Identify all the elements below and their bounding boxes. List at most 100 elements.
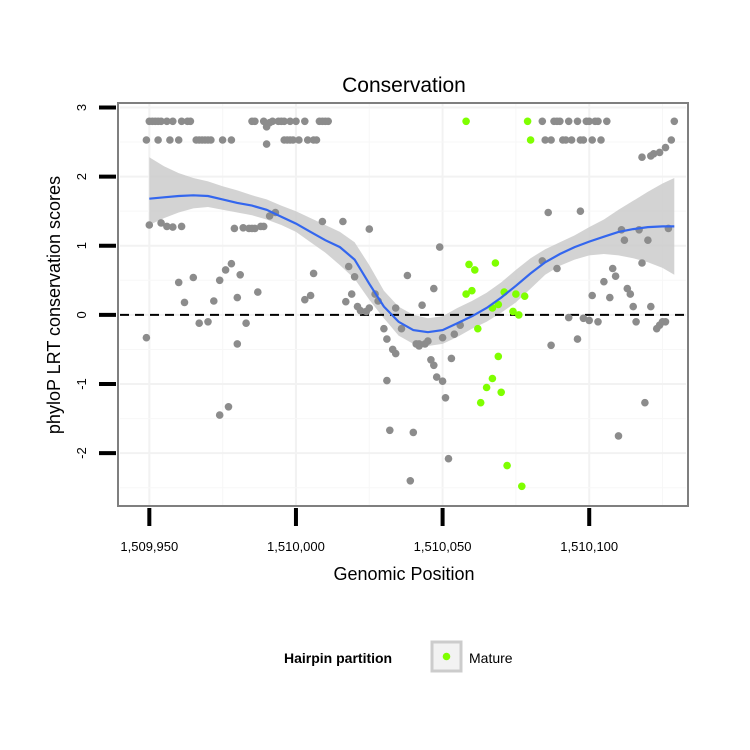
other-point xyxy=(585,117,593,126)
other-point xyxy=(157,117,165,126)
other-point xyxy=(163,222,171,231)
mature-point xyxy=(471,266,479,274)
mature-point xyxy=(462,117,470,126)
x-tick-label: 1,510,050 xyxy=(414,539,472,554)
other-point xyxy=(292,117,300,126)
other-point xyxy=(424,337,432,345)
other-point xyxy=(301,117,309,126)
other-point xyxy=(339,217,347,226)
legend: Hairpin partition Mature xyxy=(284,640,513,673)
other-point xyxy=(567,136,576,144)
other-point xyxy=(638,259,646,267)
other-point xyxy=(174,278,183,287)
other-point xyxy=(579,314,588,323)
mature-point xyxy=(497,388,506,397)
other-point xyxy=(614,432,623,440)
other-point xyxy=(177,222,186,231)
legend-title: Hairpin partition xyxy=(284,650,392,666)
other-point xyxy=(239,224,247,232)
mature-point xyxy=(491,259,500,267)
other-point xyxy=(174,136,183,144)
other-point xyxy=(227,136,236,144)
other-point xyxy=(312,136,321,144)
other-point xyxy=(562,136,570,144)
other-point xyxy=(383,376,391,385)
mature-point xyxy=(509,307,517,316)
other-point xyxy=(409,428,418,437)
other-point xyxy=(306,291,315,300)
other-point xyxy=(344,262,353,271)
other-point xyxy=(204,318,212,326)
other-point xyxy=(547,136,555,144)
other-point xyxy=(579,136,588,144)
other-point xyxy=(265,212,274,220)
x-axis: 1,509,950 1,510,000 1,510,050 1,510,100 xyxy=(120,508,618,554)
other-point xyxy=(195,319,203,328)
other-point xyxy=(438,333,447,342)
other-point xyxy=(386,426,394,435)
other-point xyxy=(655,148,664,157)
mature-point xyxy=(512,290,520,298)
other-point xyxy=(324,117,333,126)
other-point xyxy=(588,136,596,144)
smooth-line-layer xyxy=(149,194,675,334)
other-point xyxy=(350,273,359,281)
other-point xyxy=(620,236,629,244)
gridlines xyxy=(120,104,686,505)
other-point xyxy=(145,221,154,229)
other-point xyxy=(576,207,585,215)
legend-label-mature: Mature xyxy=(469,650,513,666)
chart-title: Conservation xyxy=(342,74,466,97)
mature-point xyxy=(462,290,470,298)
mature-point xyxy=(488,374,497,383)
y-tick-label: -2 xyxy=(74,447,89,459)
mature-point xyxy=(465,260,473,269)
other-point xyxy=(444,454,453,463)
other-point xyxy=(600,277,608,286)
y-tick-label: 2 xyxy=(74,173,89,180)
other-point xyxy=(163,117,171,126)
other-point xyxy=(670,117,679,126)
other-point xyxy=(629,302,637,311)
other-point xyxy=(189,273,198,282)
other-point xyxy=(538,117,547,126)
x-tick-label: 1,510,100 xyxy=(560,539,618,554)
mature-point xyxy=(482,383,491,392)
other-point xyxy=(356,306,365,315)
mature-point xyxy=(515,311,523,319)
other-point xyxy=(403,271,412,280)
other-point xyxy=(626,290,635,298)
y-axis: -2 -1 0 1 2 3 xyxy=(74,104,116,459)
other-point xyxy=(447,354,456,363)
other-point xyxy=(169,223,177,231)
other-point xyxy=(230,224,239,233)
other-point xyxy=(632,318,640,326)
other-point xyxy=(253,288,262,296)
x-tick-label: 1,510,000 xyxy=(267,539,325,554)
other-point xyxy=(573,117,582,126)
other-point xyxy=(259,222,268,231)
other-point xyxy=(233,293,242,302)
other-point xyxy=(644,236,652,244)
mature-point xyxy=(520,292,529,301)
other-point xyxy=(295,136,303,144)
other-point xyxy=(597,136,605,144)
mature-point xyxy=(494,300,503,309)
mature-point xyxy=(518,482,526,491)
other-point xyxy=(289,136,297,144)
other-point xyxy=(430,361,438,370)
other-point xyxy=(647,302,655,311)
other-point xyxy=(397,324,406,333)
other-point xyxy=(415,340,423,348)
other-point xyxy=(309,269,318,278)
other-point xyxy=(573,335,582,343)
points-layer xyxy=(142,117,679,491)
other-point xyxy=(142,136,151,144)
other-point xyxy=(391,349,400,358)
mature-point xyxy=(503,461,511,470)
other-point xyxy=(347,290,356,298)
other-point xyxy=(564,117,573,126)
mature-point xyxy=(523,117,532,126)
y-tick-label: 3 xyxy=(74,104,89,111)
